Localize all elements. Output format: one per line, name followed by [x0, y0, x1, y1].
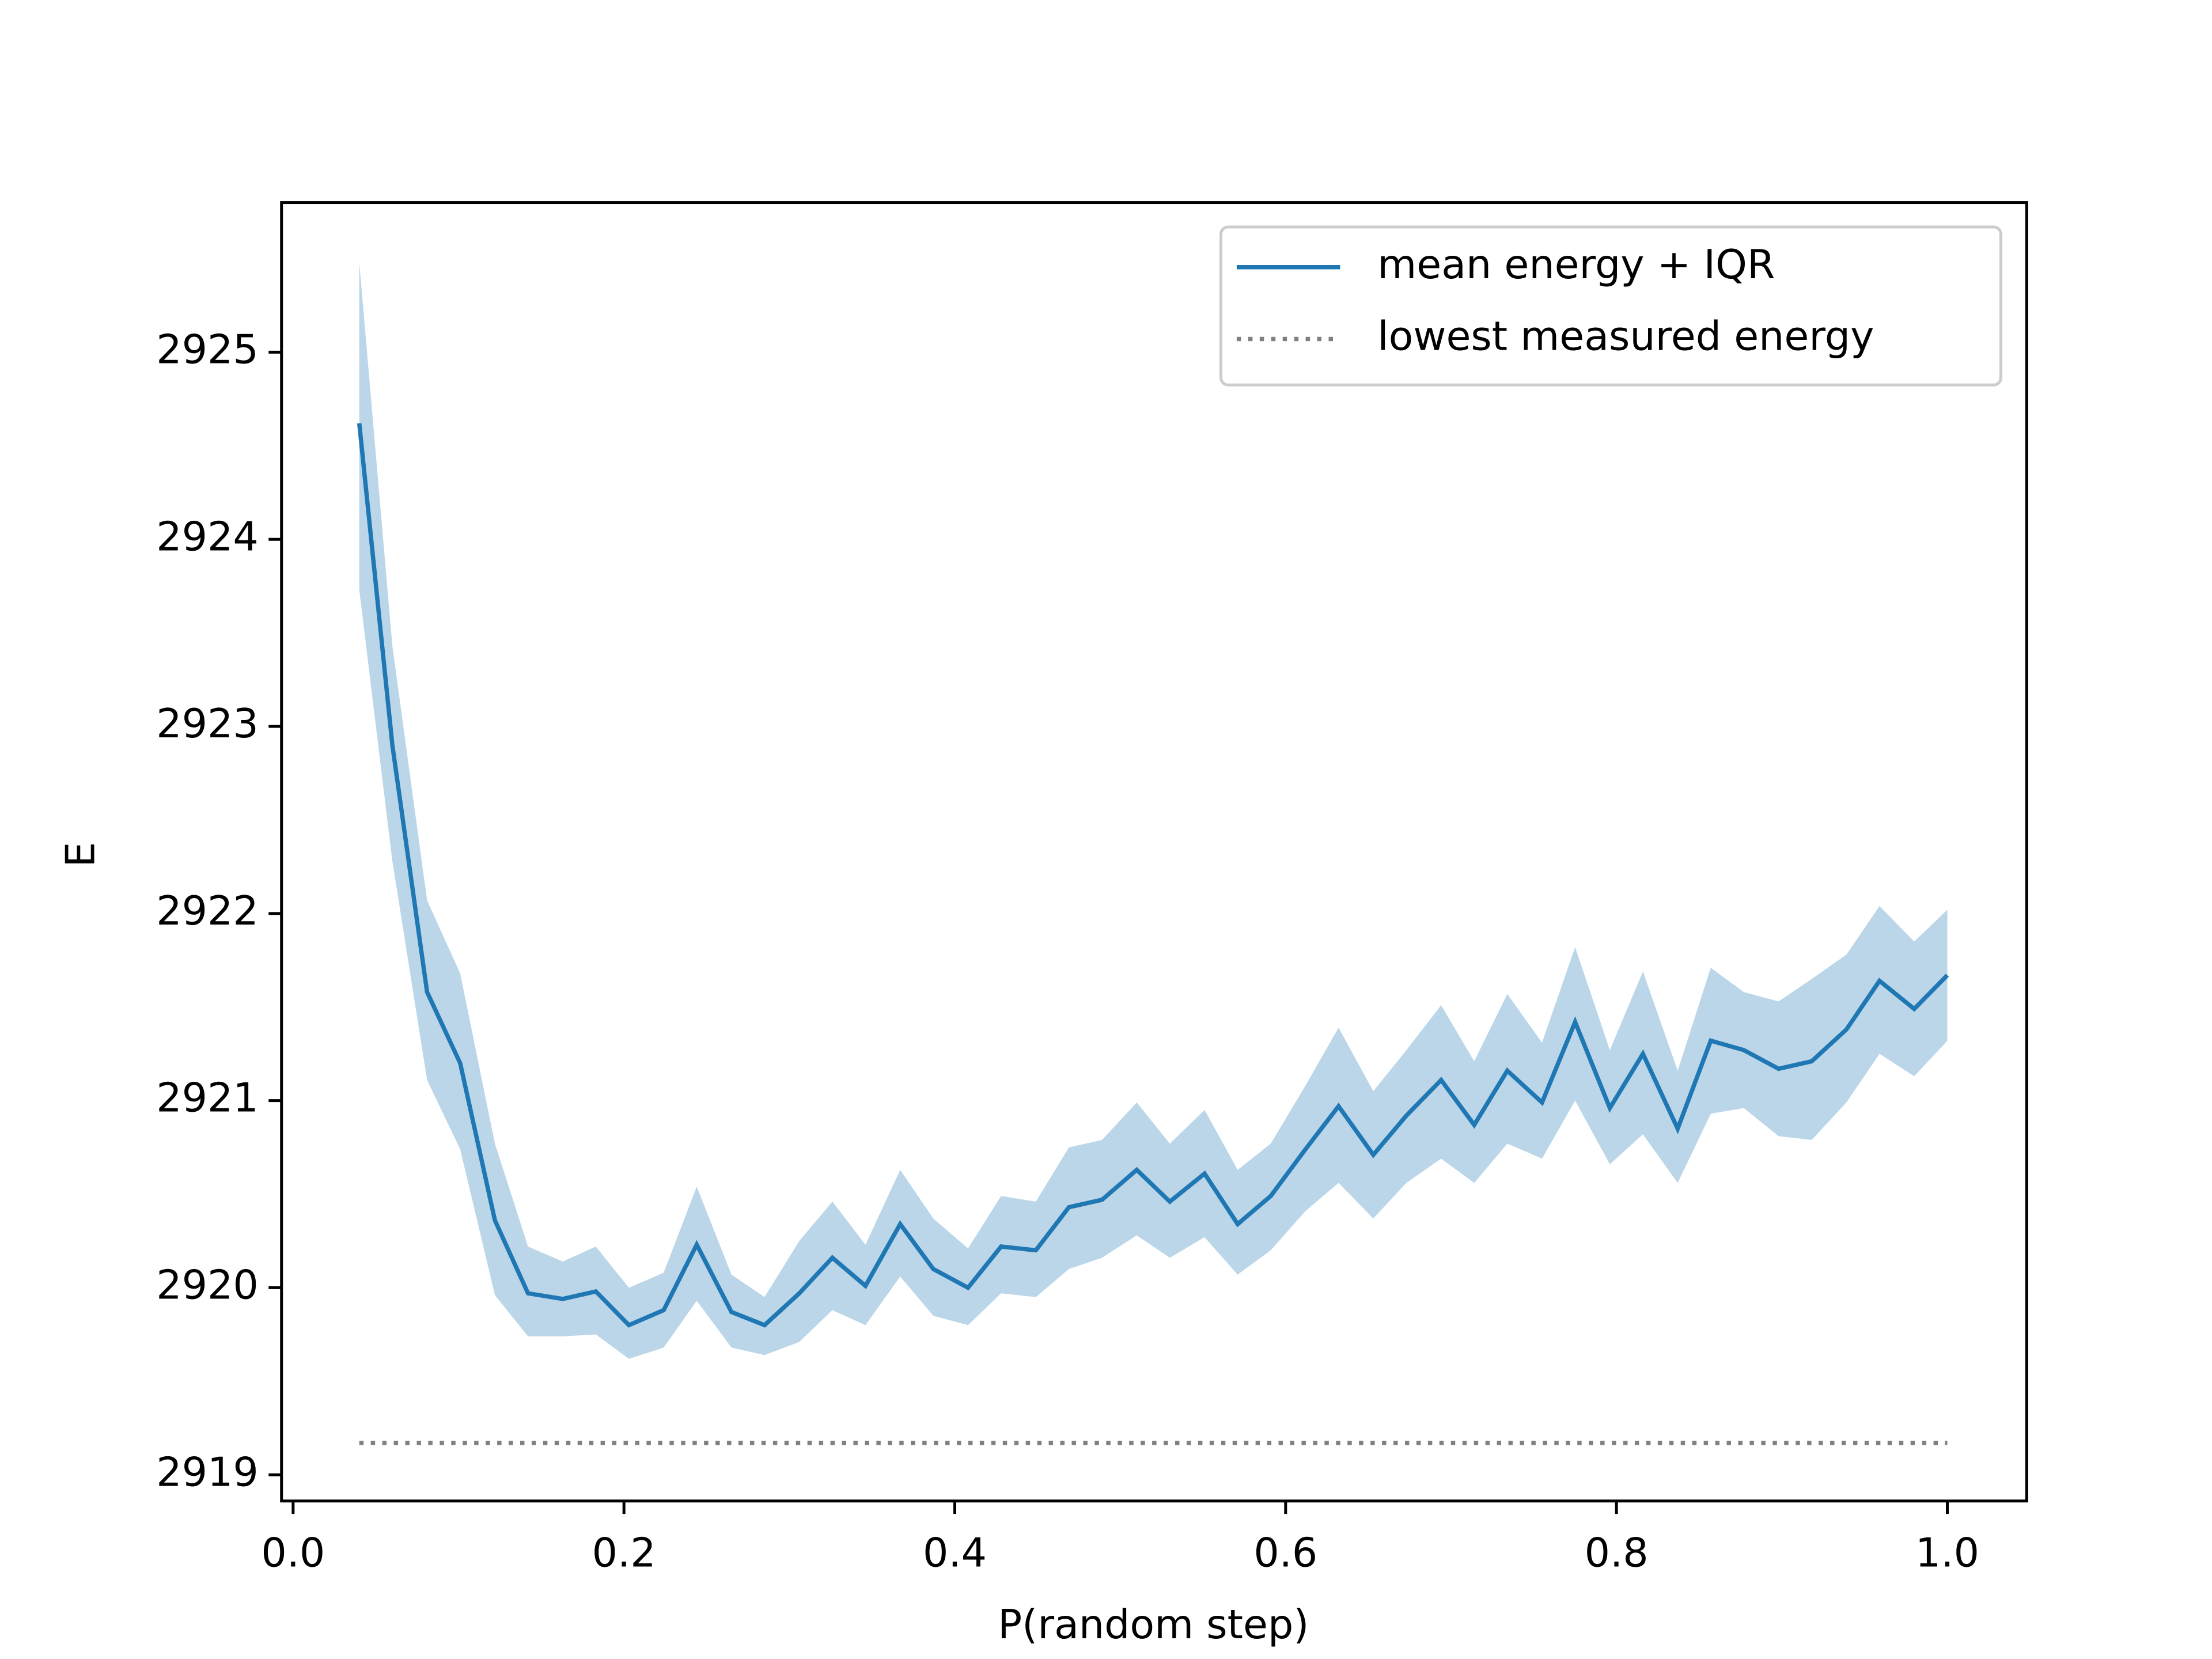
x-tick-label: 1.0 [1915, 1529, 1979, 1576]
x-tick-label: 0.4 [923, 1529, 987, 1576]
x-tick-label: 0.8 [1585, 1529, 1649, 1576]
mean-line [357, 423, 1949, 1328]
legend-label: mean energy + IQR [1377, 241, 1775, 288]
iqr-band [359, 262, 1948, 1359]
y-tick-label: 2922 [156, 888, 259, 934]
x-tick-label: 0.6 [1253, 1529, 1317, 1576]
x-tick-label: 0.2 [592, 1529, 656, 1576]
y-tick-label: 2919 [156, 1449, 259, 1495]
y-tick-label: 2923 [156, 700, 259, 747]
y-tick-label: 2925 [156, 326, 259, 373]
x-tick-label: 0.0 [261, 1529, 325, 1576]
plot-frame [280, 201, 2028, 1503]
y-tick-label: 2921 [156, 1075, 259, 1122]
legend-label: lowest measured energy [1377, 313, 1874, 359]
y-tick-label: 2920 [156, 1262, 259, 1308]
legend-box [1219, 225, 2002, 387]
x-axis-label: P(random step) [998, 1601, 1309, 1648]
y-tick-label: 2924 [156, 513, 259, 560]
y-axis-label: E [58, 842, 104, 868]
